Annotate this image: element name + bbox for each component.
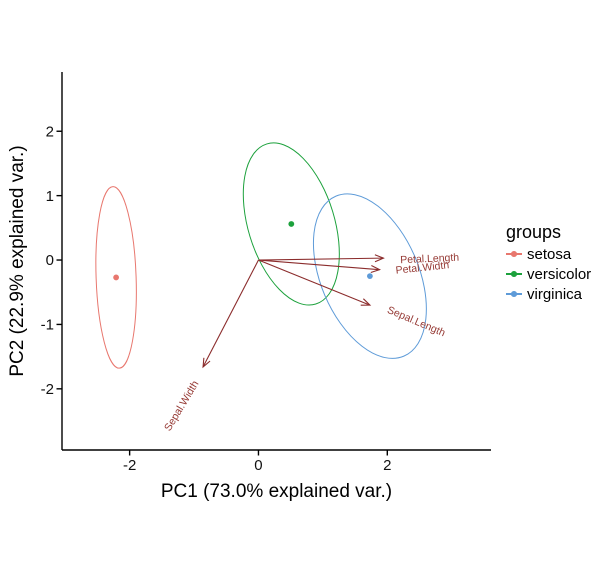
setosa-ellipse [95,186,137,369]
legend-label: versicolor [527,265,592,283]
y-tick-label: -1 [41,317,54,334]
x-tick-label: 0 [254,457,262,474]
versicolor-key-icon [506,269,522,279]
x-tick-label: 2 [383,457,391,474]
y-tick-label: 2 [46,123,54,140]
legend-item-virginica: virginica [506,284,591,304]
loading-label-sepal-width: Sepal.Width [162,378,202,433]
versicolor-ellipse [242,142,340,306]
legend-item-setosa: setosa [506,244,591,264]
legend-item-versicolor: versicolor [506,264,591,284]
versicolor-point [288,221,295,227]
legend: groups setosa versicolor virginica [506,222,591,304]
virginica-key-icon [506,289,522,299]
loading-arrow-petal-width [258,259,382,274]
loading-arrow-petal-length [258,254,385,263]
legend-title: groups [506,222,562,242]
legend-label: setosa [527,245,572,263]
loading-label-petal-length: Petal.Length [400,252,460,267]
y-tick-label: 0 [46,252,54,269]
virginica-point [367,273,373,280]
legend-label: virginica [527,285,583,303]
setosa-point [113,274,120,281]
virginica-ellipse [312,193,427,359]
y-tick-label: 1 [46,188,54,205]
loading-arrow-sepal-length [258,259,372,306]
y-axis-title: PC2 (22.9% explained var.) [7,145,28,376]
x-axis-title: PC1 (73.0% explained var.) [161,481,392,502]
loading-label-petal-width: Petal.Width [395,259,450,277]
setosa-key-icon [506,249,522,259]
loading-label-sepal-length: Sepal.Length [385,304,447,339]
y-tick-label: -2 [41,381,54,398]
x-tick-label: -2 [123,457,136,474]
loading-arrow-sepal-width [202,259,259,369]
